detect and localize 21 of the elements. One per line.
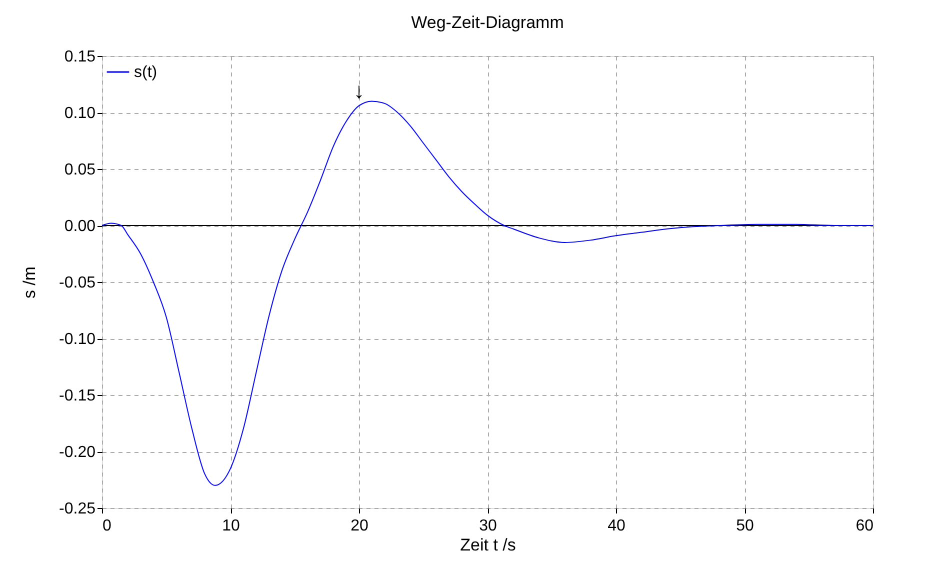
y-tick-label: -0.05	[59, 274, 96, 292]
y-tick-label: 0.00	[64, 218, 96, 235]
y-tick-label: 0.15	[64, 48, 96, 66]
y-tick-label: -0.15	[59, 388, 96, 404]
y-tick-label: 0.10	[64, 105, 96, 122]
chart-title: Weg-Zeit-Diagramm	[411, 13, 564, 32]
y-tick-label: 0.05	[64, 162, 96, 178]
x-tick-label: 50	[736, 518, 754, 534]
annotation: ↓	[354, 78, 364, 104]
x-tick-label: 10	[222, 518, 240, 534]
legend-label: s(t)	[134, 64, 158, 81]
y-tick-label: -0.20	[59, 444, 96, 461]
x-tick-label: 60	[856, 518, 874, 534]
y-tick-label: -0.25	[59, 500, 96, 518]
y-tick-label: -0.10	[59, 331, 96, 348]
x-axis-title: Zeit t /s	[460, 536, 516, 554]
x-tick-label: 30	[479, 518, 497, 534]
x-tick-label: 40	[608, 518, 626, 534]
x-tick-label: 20	[350, 518, 368, 534]
x-tick-label: 0	[102, 518, 112, 534]
y-axis-title: s /m	[20, 266, 40, 299]
